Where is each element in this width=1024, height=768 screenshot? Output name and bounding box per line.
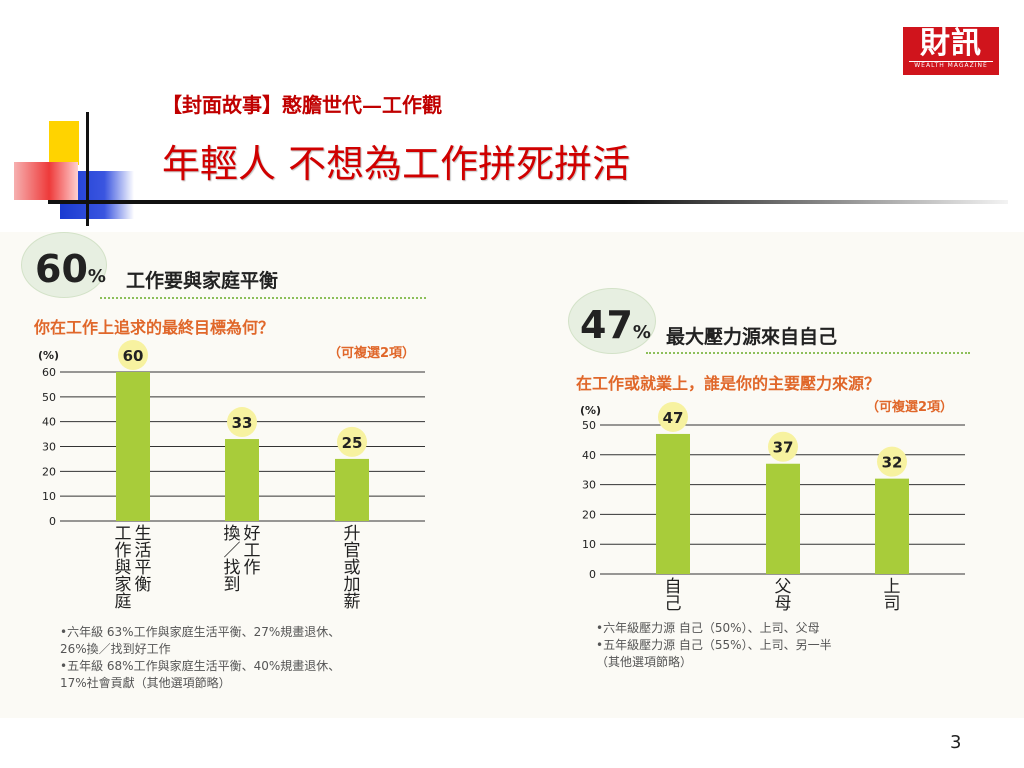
- right-footnotes: •六年級壓力源 自己（50%）、上司、父母 •五年級壓力源 自己（55%）、上司…: [596, 620, 832, 671]
- title-underline: [48, 200, 1008, 204]
- right-headline-text: 最大壓力源來自自己: [666, 326, 838, 348]
- left-headline-percent: %: [87, 266, 106, 287]
- left-dotted-divider: [100, 297, 426, 299]
- red-square-decoration: [14, 162, 78, 200]
- left-question: 你在工作上追求的最終目標為何？: [34, 318, 275, 337]
- left-unit-label: (%): [38, 349, 60, 362]
- right-dotted-divider: [646, 352, 970, 354]
- right-footnote-line: •六年級壓力源 自己（50%）、上司、父母: [596, 621, 820, 635]
- right-unit-label: (%): [580, 404, 602, 417]
- right-question: 在工作或就業上，誰是你的主要壓力來源？: [576, 374, 881, 393]
- left-footnotes: •六年級 63%工作與家庭生活平衡、27%規畫退休、 26%換／找到好工作 •五…: [60, 624, 340, 692]
- left-footnote-line: •五年級 68%工作與家庭生活平衡、40%規畫退休、: [60, 659, 341, 673]
- left-footnote-line: 17%社會貢獻（其他選項節略）: [60, 676, 231, 690]
- left-footnote-line: 26%換／找到好工作: [60, 642, 171, 656]
- left-multi-select-note: （可複選2項）: [328, 346, 416, 361]
- right-headline-value: 47: [580, 303, 633, 347]
- right-footnote-line: （其他選項節略）: [596, 655, 693, 669]
- logo-text: 財訊: [920, 26, 982, 61]
- right-multi-select-note: （可複選2項）: [866, 400, 954, 415]
- yellow-square-decoration: [49, 121, 79, 165]
- page-title: 年輕人 不想為工作拼死拼活: [162, 142, 631, 186]
- crosshair-vertical-line: [86, 112, 89, 226]
- left-headline-number: 60%: [35, 247, 106, 291]
- left-footnote-line: •六年級 63%工作與家庭生活平衡、27%規畫退休、: [60, 625, 341, 639]
- slide-number: 3: [950, 732, 962, 753]
- right-headline-percent: %: [632, 322, 651, 343]
- right-headline-circle: [568, 288, 656, 354]
- subtitle: 【封面故事】憨膽世代—工作觀: [162, 93, 442, 117]
- left-headline-text: 工作要與家庭平衡: [126, 270, 279, 292]
- right-footnote-line: •五年級壓力源 自己（55%）、上司、另一半: [596, 638, 832, 652]
- logo-subtext: WEALTH MAGAZINE: [909, 61, 993, 70]
- wealth-magazine-logo: 財訊 WEALTH MAGAZINE: [903, 27, 999, 75]
- infographic-panel: [0, 232, 1024, 718]
- left-headline-circle: [21, 232, 107, 298]
- right-headline-number: 47%: [580, 303, 651, 347]
- left-headline-value: 60: [35, 247, 88, 291]
